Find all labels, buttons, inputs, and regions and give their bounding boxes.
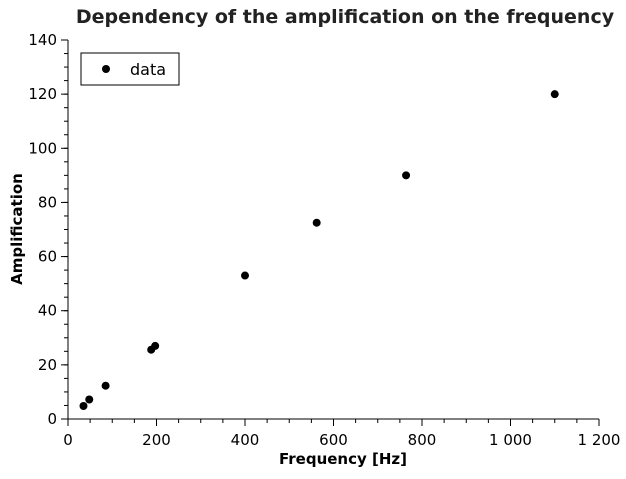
legend: data	[80, 52, 180, 86]
y-tick-label: 0	[47, 410, 57, 428]
x-tick-label: 800	[408, 431, 437, 449]
y-tick-label: 60	[38, 248, 57, 266]
x-tick-label: 400	[231, 431, 260, 449]
x-tick-label: 1 000	[489, 431, 532, 449]
data-point	[312, 218, 321, 227]
x-tick-label: 1 200	[578, 431, 621, 449]
y-tick-label: 120	[28, 85, 57, 103]
chart-title: Dependency of the amplification on the f…	[76, 6, 615, 28]
legend-box	[80, 52, 180, 86]
data-point	[550, 90, 559, 99]
x-axis-label: Frequency [Hz]	[279, 450, 407, 468]
y-tick-label: 100	[28, 139, 57, 157]
y-tick-label: 40	[38, 302, 57, 320]
data-point	[151, 341, 160, 350]
data-point	[241, 271, 249, 280]
data-point	[79, 402, 88, 411]
data-point	[85, 395, 94, 404]
data-points	[79, 90, 559, 411]
legend-label-data: data	[130, 60, 166, 79]
x-tick-label: 600	[319, 431, 348, 449]
x-tick-label: 0	[63, 431, 73, 449]
y-axis-label: Amplification	[8, 173, 26, 285]
y-tick-label: 80	[38, 193, 57, 211]
x-tick-label: 200	[142, 431, 171, 449]
axes: 0 200 400 600 800 1 000 1 200 0 20 40 60 80 100 120 14…	[28, 31, 620, 449]
data-point	[101, 381, 110, 390]
y-tick-label: 140	[28, 31, 57, 49]
legend-marker	[102, 65, 110, 73]
y-tick-label: 20	[38, 356, 57, 374]
data-point	[402, 171, 411, 180]
